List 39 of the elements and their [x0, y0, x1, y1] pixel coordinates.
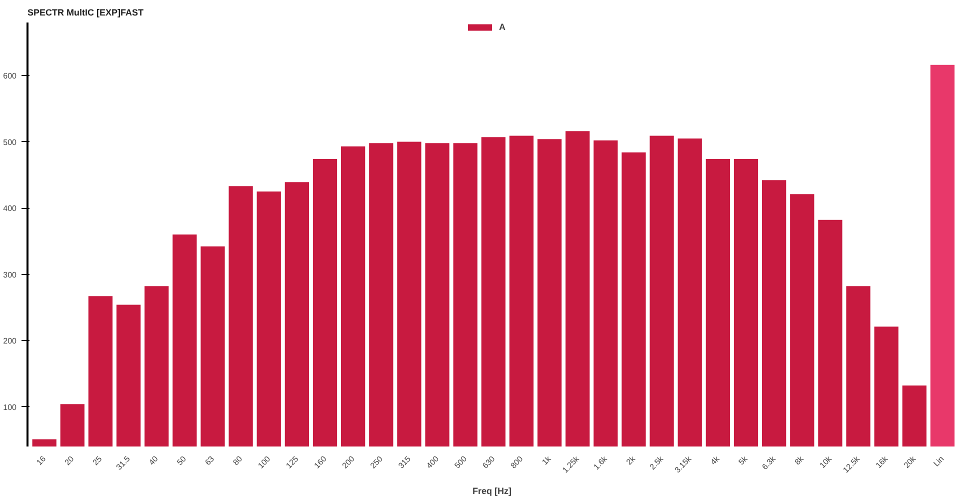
- x-tick-label: Lin: [932, 454, 946, 468]
- y-tick-label: 300: [3, 270, 18, 280]
- x-tick-label: 20k: [902, 454, 918, 470]
- x-tick-label: 250: [368, 454, 385, 470]
- y-tick-label: 100: [3, 402, 18, 412]
- x-tick-label: 10k: [818, 454, 834, 470]
- x-tick-label: 25: [91, 454, 104, 468]
- x-tick-label: 315: [396, 454, 413, 470]
- x-tick-label: 1k: [540, 454, 554, 467]
- x-tick-label: 5k: [736, 454, 750, 467]
- x-tick-label: 31.5: [114, 454, 132, 472]
- x-tick-label: 500: [452, 454, 469, 470]
- y-tick-label: 400: [3, 204, 18, 213]
- y-tick-label: 500: [3, 138, 18, 147]
- chart-title: SPECTR MultIC [EXP]FAST: [28, 8, 144, 18]
- x-tick-label: 1.6k: [592, 454, 610, 472]
- x-tick-label: 800: [508, 454, 526, 470]
- x-tick-label: 16: [34, 454, 48, 468]
- x-tick-label: 50: [175, 454, 188, 468]
- x-tick-label: 80: [231, 454, 244, 468]
- x-tick-label: 160: [312, 454, 329, 470]
- x-tick-label: 40: [147, 454, 160, 468]
- x-tick-label: 125: [284, 454, 301, 470]
- y-tick-label: 200: [3, 336, 18, 346]
- y-tick-label: 600: [3, 72, 18, 80]
- x-axis-title: Freq [Hz]: [472, 486, 512, 496]
- x-tick-label: 400: [424, 454, 441, 470]
- legend-label: A: [499, 22, 506, 32]
- x-tick-label: 20: [62, 454, 76, 468]
- x-tick-label: 4k: [708, 454, 722, 467]
- x-tick-label: 8k: [793, 454, 806, 467]
- x-tick-label: 2k: [624, 454, 638, 467]
- x-tick-label: 630: [480, 454, 498, 470]
- x-tick-label: 200: [340, 454, 357, 470]
- x-tick-label: 16k: [874, 454, 890, 470]
- x-tick-label: 63: [203, 454, 216, 468]
- x-tick-label: 2.5k: [648, 454, 666, 472]
- x-tick-label: 100: [256, 454, 272, 470]
- x-tick-label: 6.3k: [760, 454, 778, 472]
